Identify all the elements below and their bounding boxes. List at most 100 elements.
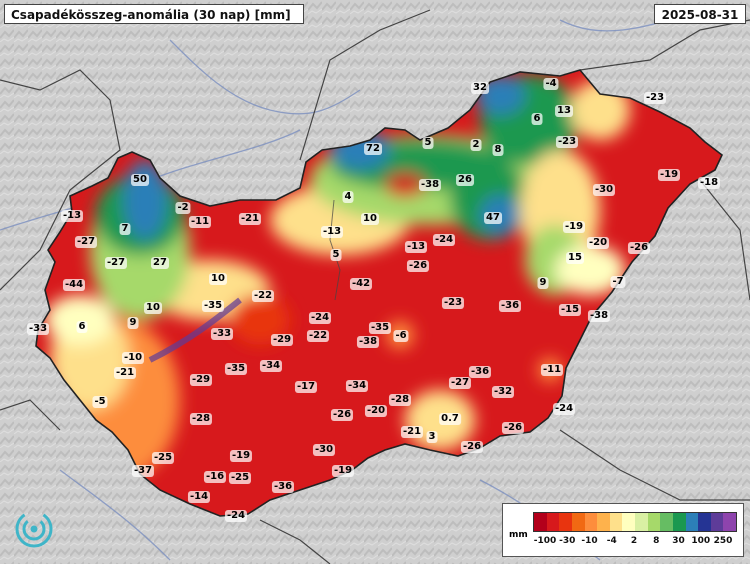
anomaly-value-label: -44 <box>62 279 86 291</box>
anomaly-value-label: 32 <box>471 82 489 94</box>
legend-unit: mm <box>509 530 528 540</box>
anomaly-value-label: -17 <box>294 381 318 393</box>
anomaly-value-label: -13 <box>60 210 84 222</box>
legend-swatch <box>571 513 585 531</box>
anomaly-value-label: -27 <box>448 377 472 389</box>
legend-swatch <box>647 513 661 531</box>
anomaly-value-label: -35 <box>368 322 392 334</box>
anomaly-value-label: 50 <box>131 174 149 186</box>
anomaly-value-label: 15 <box>566 252 584 264</box>
legend-tick: -100 <box>533 536 557 546</box>
anomaly-value-label: -26 <box>501 422 525 434</box>
hungary-border <box>35 69 723 517</box>
anomaly-value-label: -38 <box>587 310 611 322</box>
anomaly-value-label: -33 <box>26 323 50 335</box>
anomaly-value-label: -24 <box>224 510 248 522</box>
anomaly-value-label: -13 <box>320 226 344 238</box>
anomaly-value-label: 2 <box>470 139 482 151</box>
anomaly-value-label: -10 <box>121 352 145 364</box>
anomaly-value-label: 47 <box>484 212 502 224</box>
anomaly-value-label: -38 <box>418 179 442 191</box>
anomaly-value-label: -18 <box>697 177 721 189</box>
anomaly-value-label: 13 <box>555 105 573 117</box>
anomaly-value-label: -30 <box>592 184 616 196</box>
anomaly-value-label: -24 <box>308 312 332 324</box>
anomaly-value-label: 0.7 <box>439 413 461 425</box>
anomaly-value-label: -26 <box>627 242 651 254</box>
anomaly-value-label: -19 <box>229 450 253 462</box>
legend-swatch <box>710 513 724 531</box>
anomaly-value-label: -32 <box>491 386 515 398</box>
anomaly-value-label: -19 <box>331 465 355 477</box>
legend-tick: 30 <box>672 536 685 546</box>
anomaly-value-label: -23 <box>441 297 465 309</box>
anomaly-value-label: -21 <box>113 367 137 379</box>
legend-swatch <box>672 513 686 531</box>
legend-colorbar <box>533 512 737 532</box>
anomaly-value-label: -38 <box>356 336 380 348</box>
anomaly-value-label: -25 <box>151 452 175 464</box>
anomaly-value-label: 4 <box>342 191 354 203</box>
legend-tick: -4 <box>606 536 617 546</box>
anomaly-value-label: -13 <box>404 241 428 253</box>
anomaly-value-label: -30 <box>312 444 336 456</box>
anomaly-value-label: -14 <box>187 491 211 503</box>
anomaly-value-label: -21 <box>238 213 262 225</box>
anomaly-value-label: 26 <box>456 174 474 186</box>
anomaly-value-label: -19 <box>562 221 586 233</box>
legend-tick: 250 <box>713 536 733 546</box>
map-title: Csapadékösszeg-anomália (30 nap) [mm] <box>4 4 304 24</box>
anomaly-value-label: -42 <box>349 278 373 290</box>
anomaly-value-label: 27 <box>151 257 169 269</box>
legend-swatch <box>559 513 572 531</box>
legend-swatch <box>546 513 560 531</box>
legend-tick: 100 <box>691 536 711 546</box>
anomaly-value-label: -23 <box>555 136 579 148</box>
anomaly-value-label: 5 <box>330 249 342 261</box>
anomaly-value-label: -29 <box>189 374 213 386</box>
legend-swatch <box>609 513 623 531</box>
anomaly-value-label: -27 <box>104 257 128 269</box>
legend-swatch <box>597 513 610 531</box>
anomaly-value-label: 9 <box>537 277 549 289</box>
anomaly-value-label: -22 <box>251 290 275 302</box>
anomaly-value-label: -27 <box>74 236 98 248</box>
anomaly-value-label: -25 <box>228 472 252 484</box>
anomaly-value-label: -20 <box>586 237 610 249</box>
anomaly-value-label: 10 <box>209 273 227 285</box>
anomaly-value-label: -35 <box>201 300 225 312</box>
legend: mm -100 -30 -10 -4 2 8 30 100 250 <box>502 503 744 557</box>
anomaly-value-label: -34 <box>259 360 283 372</box>
anomaly-value-label: -24 <box>552 403 576 415</box>
anomaly-value-label: 6 <box>76 321 88 333</box>
map-date: 2025-08-31 <box>654 4 746 24</box>
legend-swatch <box>698 513 711 531</box>
anomaly-value-label: -26 <box>460 441 484 453</box>
legend-tick: 8 <box>653 536 660 546</box>
anomaly-value-label: -7 <box>610 276 626 288</box>
country-borders <box>0 9 750 564</box>
legend-swatch <box>534 513 547 531</box>
anomaly-value-label: 6 <box>531 113 543 125</box>
anomaly-value-label: -34 <box>345 380 369 392</box>
legend-swatch <box>635 513 648 531</box>
anomaly-value-label: -36 <box>498 300 522 312</box>
anomaly-value-label: 5 <box>422 137 434 149</box>
anomaly-value-label: -5 <box>92 396 108 408</box>
anomaly-value-label: -6 <box>393 330 409 342</box>
legend-tick: -10 <box>581 536 598 546</box>
legend-tick: -30 <box>559 536 576 546</box>
legend-swatch <box>723 513 736 531</box>
anomaly-value-label: -26 <box>330 409 354 421</box>
anomaly-value-label: -36 <box>271 481 295 493</box>
anomaly-value-label: 8 <box>492 144 504 156</box>
anomaly-value-label: -29 <box>270 334 294 346</box>
anomaly-value-label: 10 <box>144 302 162 314</box>
anomaly-value-label: -23 <box>643 92 667 104</box>
anomaly-value-label: 72 <box>364 143 382 155</box>
anomaly-value-label: -37 <box>131 465 155 477</box>
anomaly-value-label: 9 <box>127 317 139 329</box>
legend-swatch <box>622 513 635 531</box>
anomaly-value-label: -2 <box>175 202 191 214</box>
